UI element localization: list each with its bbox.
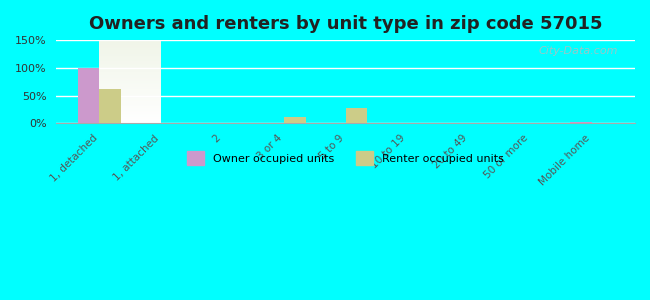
Bar [346, 108, 367, 123]
Bar [570, 122, 592, 123]
Bar [78, 68, 99, 123]
Title: Owners and renters by unit type in zip code 57015: Owners and renters by unit type in zip c… [89, 15, 603, 33]
Bar [284, 117, 306, 123]
Bar [99, 89, 121, 123]
Text: City-Data.com: City-Data.com [538, 46, 617, 56]
Legend: Owner occupied units, Renter occupied units: Owner occupied units, Renter occupied un… [183, 147, 508, 170]
